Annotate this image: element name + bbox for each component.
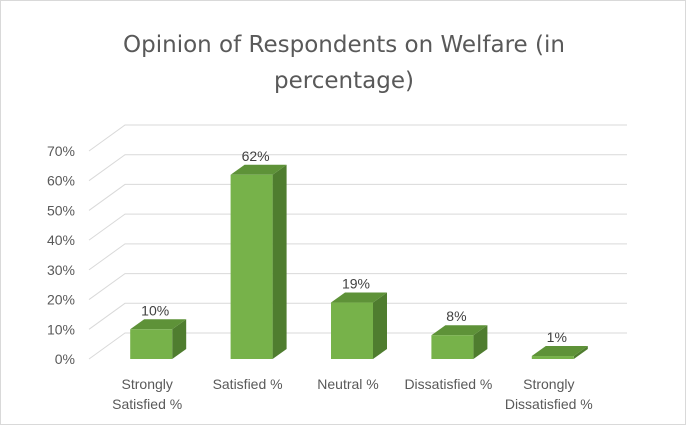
bar-side: [172, 319, 187, 359]
y-tick-label: 20%: [47, 292, 75, 308]
bar-top: [531, 346, 588, 357]
bar-front: [130, 329, 173, 359]
y-tick-label: 40%: [47, 232, 75, 248]
bar-top: [431, 325, 488, 336]
y-tick-label: 10%: [47, 321, 75, 337]
category-label: Strongly Dissatisfied %: [505, 376, 593, 412]
bar-side: [473, 325, 488, 359]
bar-top: [130, 319, 187, 330]
gridline: [88, 302, 627, 330]
category-label: Neutral %: [317, 376, 378, 392]
bar-front: [431, 335, 474, 359]
gridlines: [88, 124, 627, 360]
bar-side: [573, 346, 588, 359]
data-label: 62%: [242, 148, 270, 164]
gridline: [88, 183, 627, 211]
bar-front: [531, 356, 574, 359]
bar-top: [230, 164, 287, 175]
data-label: 8%: [446, 308, 466, 324]
bar-front: [230, 174, 273, 359]
gridline: [88, 154, 627, 182]
bar-top: [331, 292, 387, 303]
bar: [130, 319, 187, 359]
data-label: 1%: [547, 329, 567, 345]
category-label: Satisfied %: [213, 376, 283, 392]
gridline: [88, 213, 627, 241]
data-label: 19%: [342, 276, 370, 292]
bar-side: [272, 164, 287, 359]
chart-title: Opinion of Respondents on Welfare (in pe…: [123, 32, 565, 94]
y-axis-ticks: 0% 10% 20% 30% 40% 50% 60% 70%: [47, 143, 75, 367]
bar-side: [373, 292, 387, 359]
bars: [130, 164, 588, 359]
bar: [431, 325, 488, 359]
y-tick-label: 60%: [47, 173, 75, 189]
bar-front: [331, 302, 373, 359]
y-tick-label: 0%: [55, 351, 75, 367]
bar: [531, 346, 588, 359]
y-tick-label: 30%: [47, 262, 75, 278]
data-label: 10%: [141, 302, 169, 318]
gridline: [88, 124, 627, 152]
y-tick-label: 50%: [47, 202, 75, 218]
gridline: [88, 273, 627, 300]
data-labels: 10% 62% 19% 8% 1%: [141, 148, 567, 345]
gridline: [88, 243, 627, 271]
y-tick-label: 70%: [47, 143, 75, 159]
bar: [230, 164, 287, 359]
x-axis-categories: Strongly Satisfied % Satisfied % Neutral % D…: [112, 376, 593, 412]
category-label: Strongly Satisfied %: [112, 376, 182, 412]
category-label: Dissatisfied %: [404, 376, 492, 392]
bar: [331, 292, 387, 359]
